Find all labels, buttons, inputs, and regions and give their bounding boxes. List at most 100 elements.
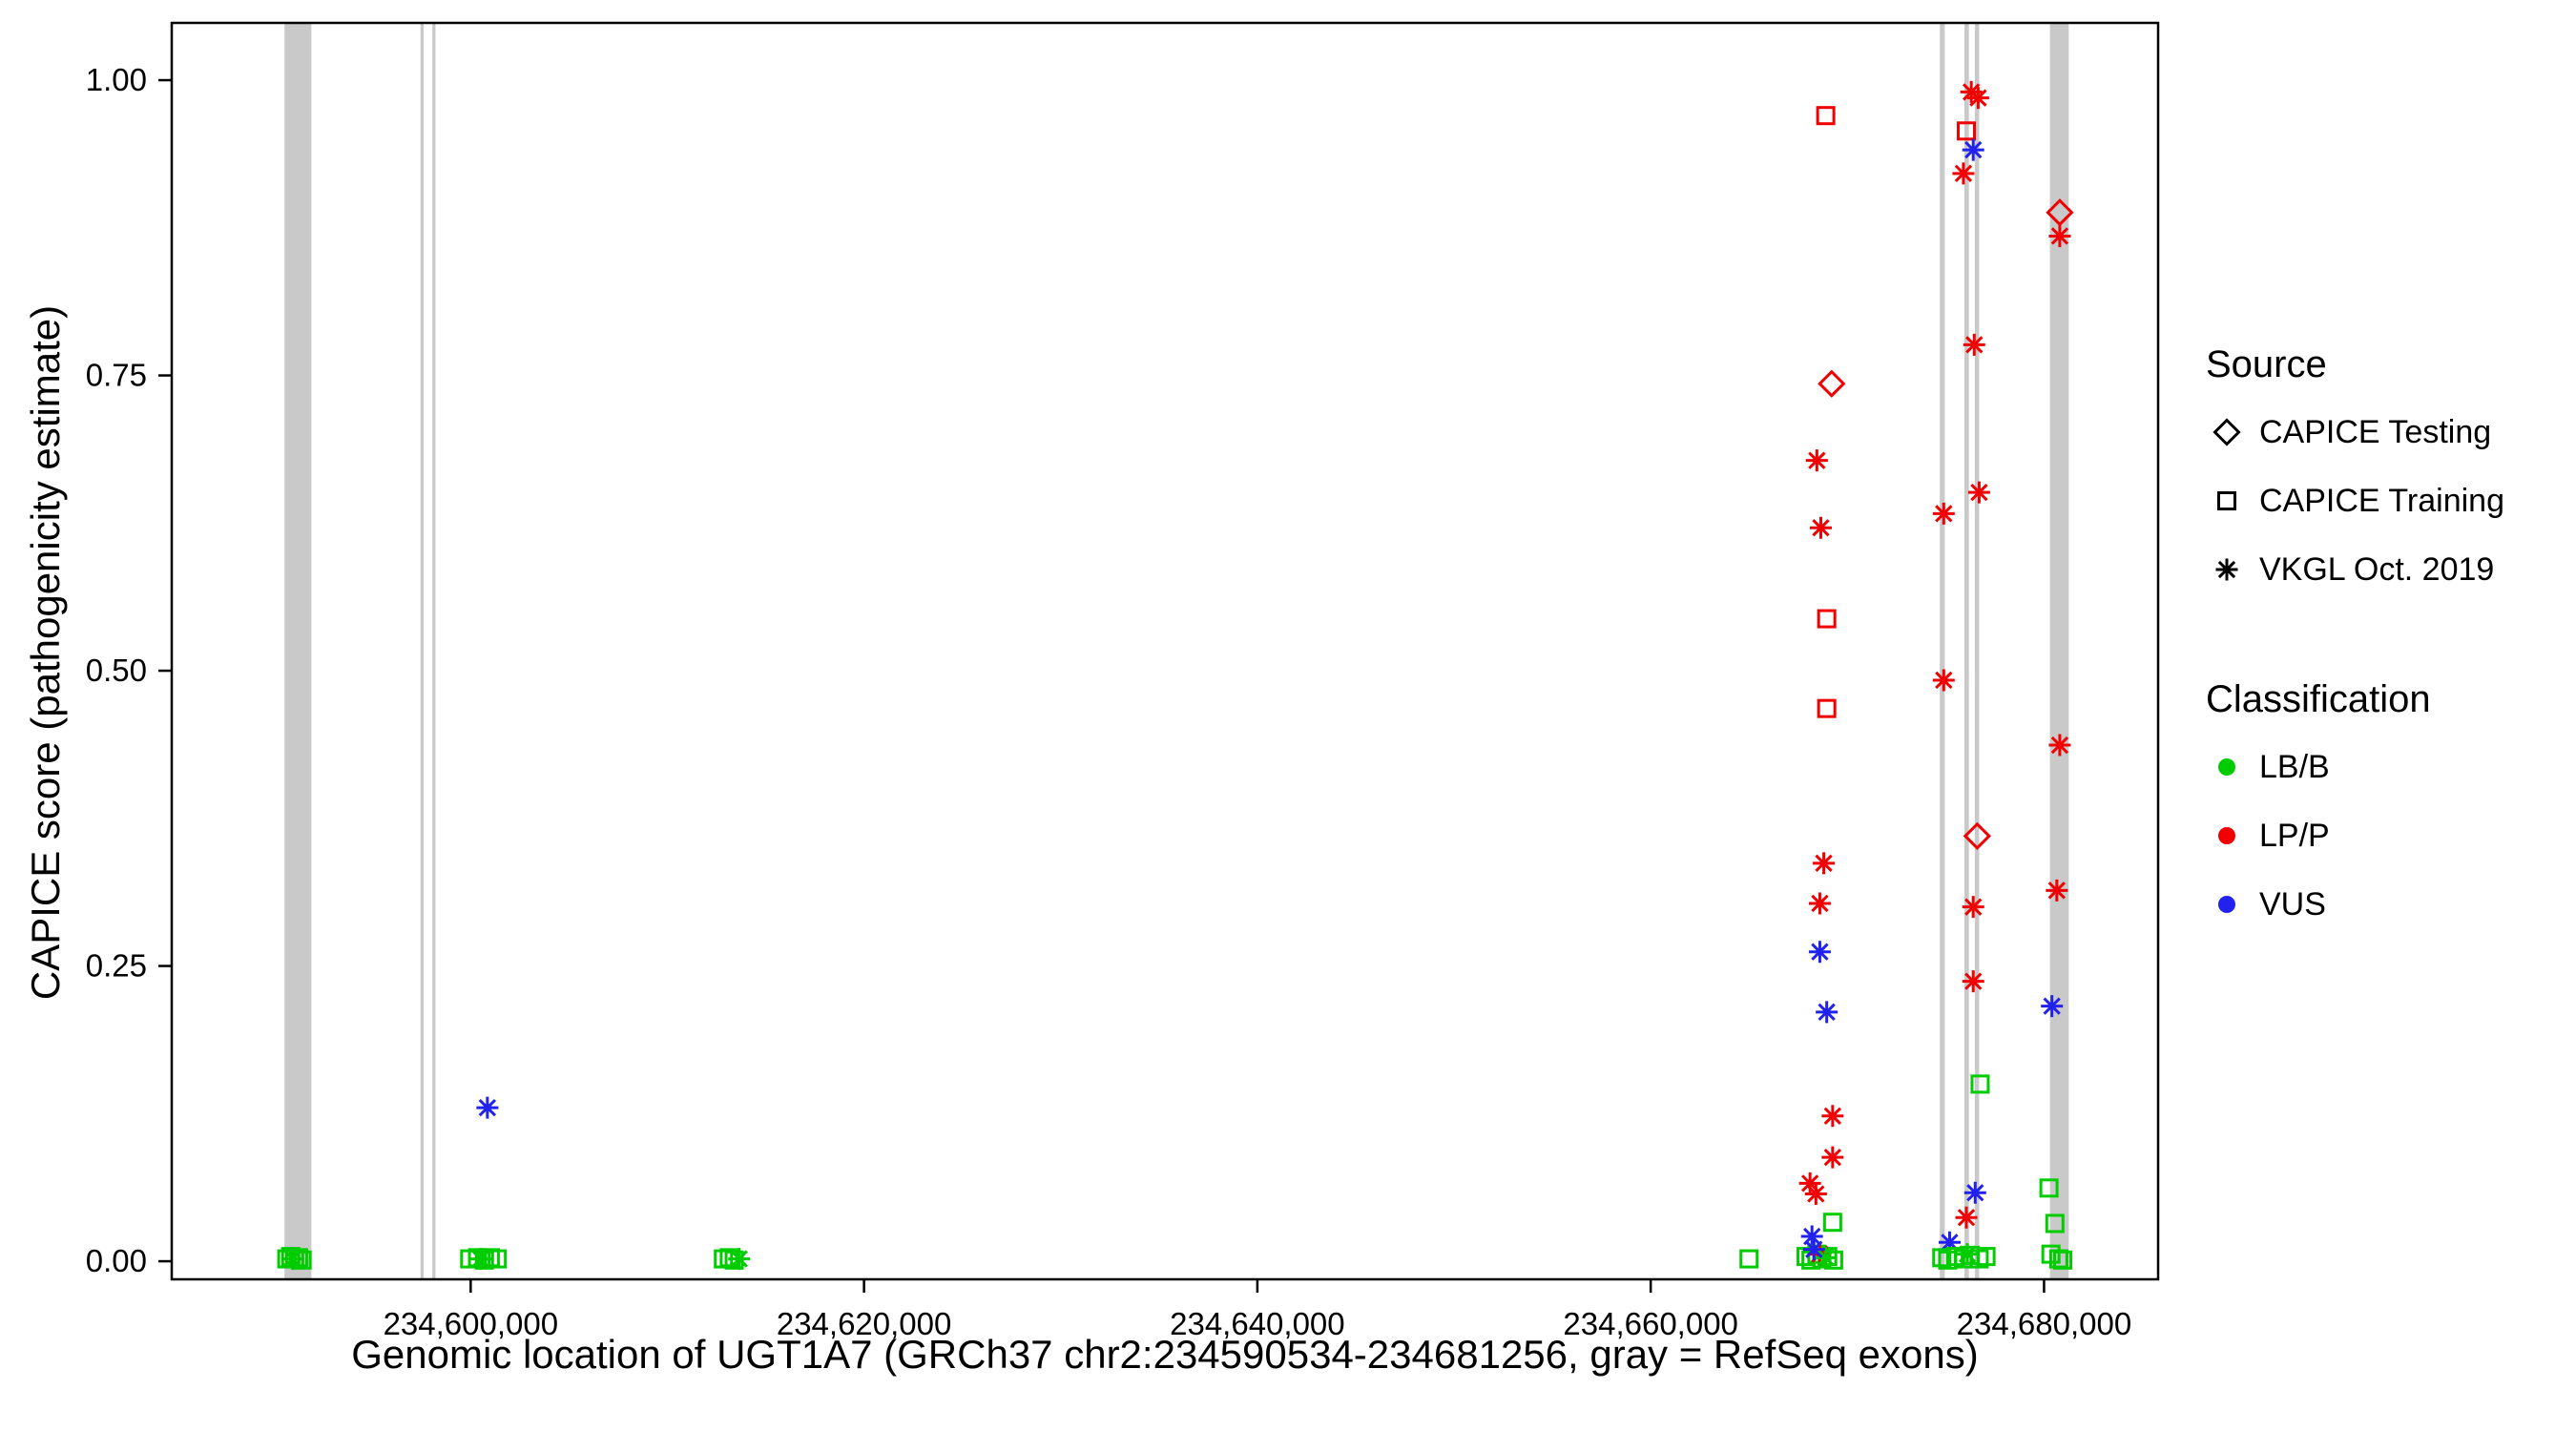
exon-bar bbox=[1963, 23, 1969, 1279]
data-point-asterisk bbox=[1967, 481, 1990, 504]
data-point-square bbox=[1957, 121, 1977, 141]
data-point-asterisk bbox=[1808, 892, 1831, 915]
exon-bar bbox=[432, 23, 436, 1279]
y-tick-label: 0.25 bbox=[86, 948, 147, 984]
data-point-asterisk bbox=[476, 1096, 499, 1119]
data-point-asterisk bbox=[2048, 734, 2071, 757]
square-icon bbox=[2217, 491, 2236, 510]
legend-label-vus: VUS bbox=[2259, 885, 2326, 923]
exon-bar bbox=[1940, 23, 1945, 1279]
exon-bar bbox=[1974, 23, 1980, 1279]
legend: Source CAPICE Testing CAPICE Training VK… bbox=[2206, 343, 2504, 939]
data-point-asterisk bbox=[1962, 896, 1984, 919]
data-point-asterisk bbox=[1805, 449, 1828, 472]
data-point-square bbox=[2053, 1250, 2073, 1270]
data-point-asterisk bbox=[728, 1248, 751, 1271]
data-point-square bbox=[1970, 1074, 1990, 1094]
data-point-asterisk bbox=[1816, 1001, 1839, 1024]
data-point-asterisk bbox=[1821, 1146, 1844, 1169]
data-point-asterisk bbox=[2046, 879, 2068, 902]
data-point-square bbox=[1976, 1247, 1996, 1267]
data-point-square bbox=[1817, 609, 1837, 629]
data-point-asterisk bbox=[1962, 970, 1984, 993]
data-point-square bbox=[1822, 1213, 1842, 1233]
x-tick-label: 234,600,000 bbox=[384, 1306, 559, 1341]
legend-item-lbb: LB/B bbox=[2206, 733, 2504, 801]
legend-source-group: Source CAPICE Testing CAPICE Training VK… bbox=[2206, 343, 2504, 604]
exon-bar bbox=[420, 23, 425, 1279]
color-dot bbox=[2218, 827, 2235, 844]
data-point-square bbox=[2045, 1213, 2065, 1234]
data-point-asterisk bbox=[2048, 224, 2071, 247]
data-point-asterisk bbox=[1932, 669, 1955, 692]
data-point-asterisk bbox=[1798, 1172, 1821, 1194]
y-tick-label: 0.00 bbox=[86, 1243, 147, 1278]
data-point-asterisk bbox=[1955, 1206, 1978, 1229]
asterisk-glyph bbox=[2215, 558, 2238, 581]
legend-label-lbb: LB/B bbox=[2259, 748, 2330, 785]
legend-label-lpp: LP/P bbox=[2259, 817, 2330, 854]
data-point-asterisk bbox=[1808, 941, 1831, 964]
legend-item-capice-testing: CAPICE Testing bbox=[2206, 398, 2504, 467]
data-point-asterisk bbox=[1815, 1246, 1838, 1269]
x-axis-title: Genomic location of UGT1A7 (GRCh37 chr2:… bbox=[351, 1332, 1979, 1377]
data-point-square bbox=[1816, 106, 1836, 126]
exon-bar bbox=[284, 23, 312, 1279]
x-tick-label: 234,680,000 bbox=[1957, 1306, 2132, 1341]
legend-label-capice-training: CAPICE Training bbox=[2259, 482, 2504, 519]
data-point-asterisk bbox=[1809, 516, 1832, 539]
x-tick-label: 234,660,000 bbox=[1563, 1306, 1738, 1341]
legend-item-lpp: LP/P bbox=[2206, 801, 2504, 870]
data-point-asterisk bbox=[1932, 502, 1955, 525]
legend-classification-title: Classification bbox=[2206, 678, 2431, 720]
data-point-asterisk bbox=[1802, 1238, 1825, 1261]
data-point-asterisk bbox=[1813, 852, 1836, 875]
diamond-icon bbox=[2212, 418, 2241, 446]
legend-item-vus: VUS bbox=[2206, 870, 2504, 939]
data-point-asterisk bbox=[1963, 1181, 1986, 1204]
data-point-square bbox=[1932, 1248, 1952, 1268]
data-point-asterisk bbox=[1800, 1225, 1823, 1248]
legend-classification-group: Classification LB/B LP/P VUS bbox=[2206, 678, 2504, 939]
data-point-square bbox=[1817, 698, 1837, 718]
data-point-diamond bbox=[2046, 198, 2074, 227]
legend-item-vkgl: VKGL Oct. 2019 bbox=[2206, 535, 2504, 604]
x-tick-label: 234,640,000 bbox=[1170, 1306, 1345, 1341]
red-dot-icon bbox=[2218, 827, 2235, 844]
legend-label-capice-testing: CAPICE Testing bbox=[2259, 413, 2492, 450]
data-point-asterisk bbox=[1956, 1243, 1979, 1266]
data-point-diamond bbox=[1963, 821, 1991, 850]
data-point-asterisk bbox=[281, 1248, 304, 1271]
y-tick-label: 1.00 bbox=[86, 62, 147, 97]
data-point-asterisk bbox=[1966, 87, 1989, 110]
legend-item-capice-training: CAPICE Training bbox=[2206, 467, 2504, 535]
panel-border bbox=[170, 21, 2160, 1281]
data-point-asterisk bbox=[1938, 1231, 1961, 1254]
y-tick-label: 0.75 bbox=[86, 358, 147, 393]
panel-background bbox=[172, 23, 2158, 1279]
diamond-glyph bbox=[2212, 418, 2241, 446]
data-point-asterisk bbox=[1804, 1182, 1827, 1205]
y-axis-title: CAPICE score (pathogenicity estimate) bbox=[23, 304, 68, 1001]
y-tick-label: 0.50 bbox=[86, 653, 147, 688]
data-point-asterisk bbox=[1963, 333, 1985, 356]
blue-dot-icon bbox=[2218, 896, 2235, 913]
data-point-asterisk bbox=[2041, 995, 2064, 1018]
exon-bar bbox=[2049, 23, 2069, 1279]
asterisk-icon bbox=[2215, 558, 2238, 581]
legend-label-vkgl: VKGL Oct. 2019 bbox=[2259, 550, 2495, 588]
data-point-asterisk bbox=[1821, 1105, 1844, 1128]
data-point-square bbox=[2039, 1178, 2059, 1198]
data-point-asterisk bbox=[1952, 162, 1975, 185]
color-dot bbox=[2218, 896, 2235, 913]
square-glyph bbox=[2217, 491, 2236, 510]
data-point-diamond bbox=[1818, 369, 1846, 398]
legend-source-title: Source bbox=[2206, 343, 2327, 385]
data-point-square bbox=[1739, 1249, 1759, 1269]
green-dot-icon bbox=[2218, 758, 2235, 776]
x-tick-label: 234,620,000 bbox=[777, 1306, 952, 1341]
color-dot bbox=[2218, 758, 2235, 776]
data-point-asterisk bbox=[469, 1248, 492, 1271]
